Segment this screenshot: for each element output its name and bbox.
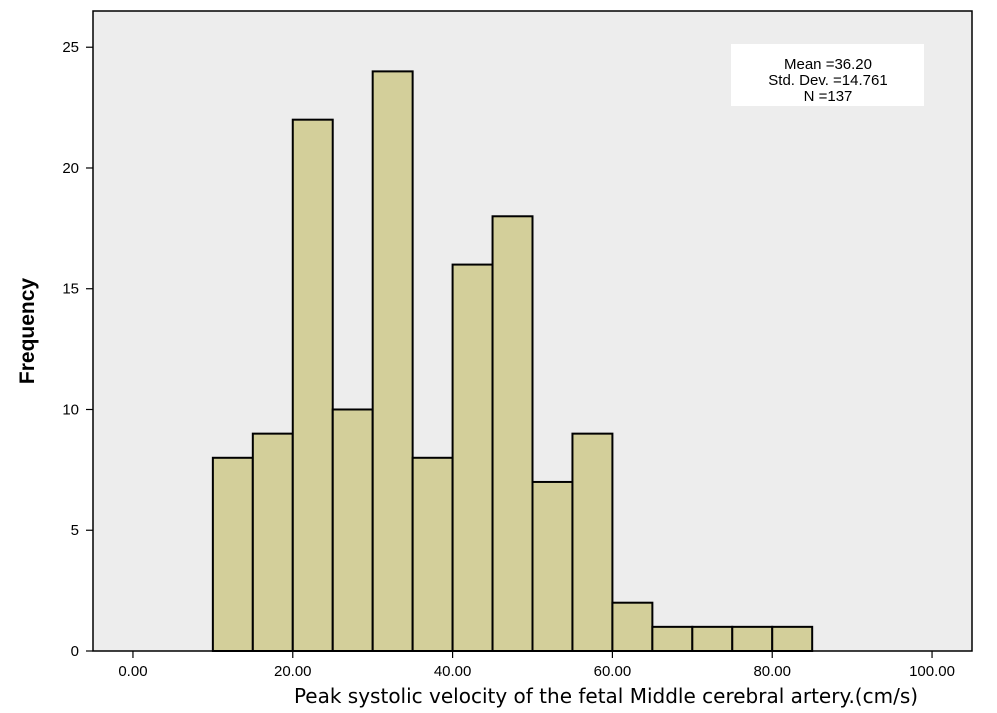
x-tick-label: 100.00	[909, 663, 955, 680]
y-tick-label: 15	[62, 281, 79, 298]
stats-box-background	[731, 44, 924, 106]
histogram-bar	[731, 625, 774, 653]
histogram-bar	[691, 625, 734, 653]
x-tick-label: 60.00	[594, 663, 632, 680]
x-tick-label: 80.00	[753, 663, 791, 680]
histogram-bar	[411, 456, 454, 652]
y-tick-label: 5	[71, 522, 79, 539]
x-tick-label: 40.00	[434, 663, 472, 680]
stat-n: N =137	[804, 88, 853, 105]
histogram-bar	[771, 625, 814, 653]
histogram-bar	[571, 432, 614, 652]
stats-box: Mean =36.20 Std. Dev. =14.761 N =137	[731, 44, 924, 106]
histogram-bar	[531, 480, 574, 652]
stat-std-dev: Std. Dev. =14.761	[768, 72, 887, 89]
y-tick-label: 0	[71, 643, 79, 660]
y-tick-label: 25	[62, 39, 79, 56]
y-tick-label: 20	[62, 160, 79, 177]
histogram-bar	[371, 70, 414, 652]
histogram-bar	[651, 625, 694, 653]
y-tick-label: 10	[62, 401, 79, 418]
histogram-bar	[251, 432, 294, 652]
y-axis-title: Frequency	[16, 278, 39, 385]
histogram-bar	[451, 263, 494, 652]
x-tick-label: 20.00	[274, 663, 312, 680]
x-axis: 0.00 20.00 40.00 60.00 80.00 100.00	[118, 651, 955, 680]
x-axis-title: Peak systolic velocity of the fetal Midd…	[294, 684, 918, 708]
histogram-bar	[211, 456, 254, 652]
stat-mean: Mean =36.20	[784, 56, 872, 73]
histogram-bar	[331, 408, 374, 652]
histogram-bar	[611, 601, 654, 653]
histogram-bars	[211, 70, 814, 653]
histogram-bar	[491, 215, 534, 652]
x-tick-label: 0.00	[118, 663, 147, 680]
y-axis: 0 5 10 15 20 25	[62, 39, 93, 660]
histogram-bar	[291, 118, 334, 652]
